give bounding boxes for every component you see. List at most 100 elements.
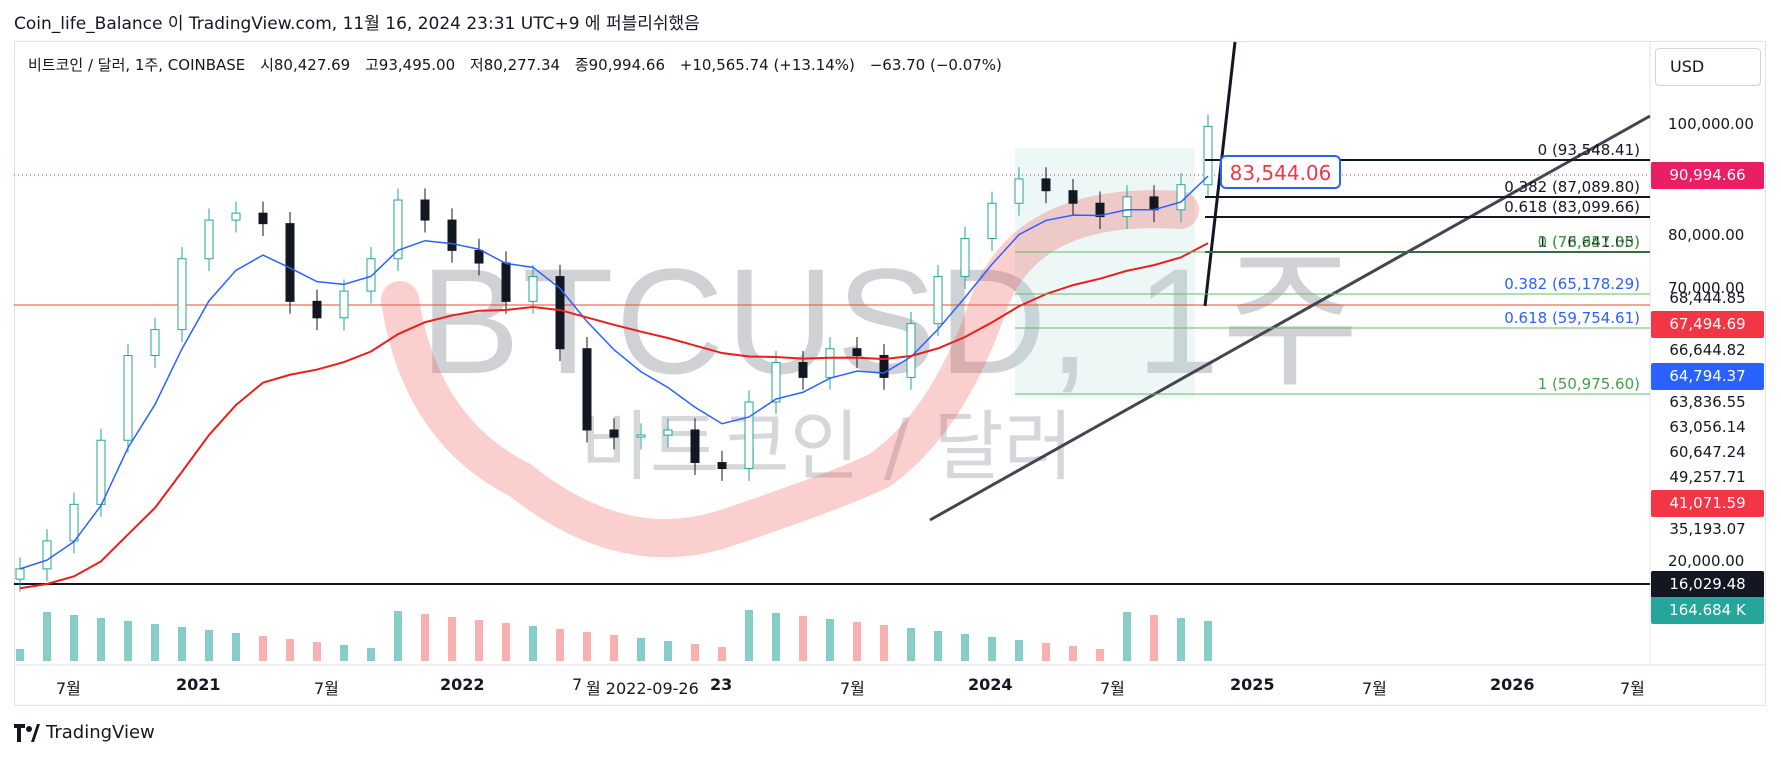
fib-level-label: 0.382 (65,178.29) <box>1504 275 1640 293</box>
volume-bar <box>394 611 402 661</box>
fib-level-label: 0.382 (87,089.80) <box>1504 178 1640 196</box>
candle-body <box>285 223 295 302</box>
candle-body <box>1068 190 1078 204</box>
candle-body <box>717 462 727 470</box>
volume-bar <box>1204 621 1212 661</box>
volume-bar <box>502 623 510 661</box>
fib-level-label: 0 (73,957.30) <box>1537 233 1640 251</box>
price-axis-tag: 66,644.82 <box>1669 341 1746 359</box>
candle-body <box>1095 202 1105 218</box>
volume-bar <box>1177 618 1185 661</box>
volume-bar <box>43 612 51 661</box>
candle-body <box>42 540 52 570</box>
price-axis-tag: 60,647.24 <box>1669 443 1746 461</box>
legend-change: +10,565.74 (+13.14%) <box>679 56 855 74</box>
candle-body <box>1203 125 1213 186</box>
x-tick-label: 2022 <box>440 675 485 694</box>
candle-body <box>1176 184 1186 211</box>
volume-bar <box>1123 612 1131 661</box>
chart-frame[interactable] <box>14 41 1766 706</box>
x-tick-label: 7월 <box>1100 679 1125 698</box>
volume-bar <box>853 622 861 661</box>
moving-average-blue <box>19 175 1209 570</box>
price-axis-tag: 68,444.85 <box>1669 289 1746 307</box>
fib-level-label: 1 (50,975.60) <box>1537 375 1640 393</box>
candle-body <box>690 429 700 464</box>
x-tick-label: 2024 <box>968 675 1013 694</box>
candle-body <box>852 348 862 357</box>
y-tick-label: 20,000.00 <box>1668 552 1745 570</box>
price-callout[interactable]: 83,544.06 <box>1220 155 1341 189</box>
volume-bar <box>448 617 456 661</box>
candle-body <box>69 503 79 542</box>
x-tick-label: 7월 <box>1362 679 1387 698</box>
legend-high: 고93,495.00 <box>365 56 456 74</box>
volume-bar <box>637 638 645 661</box>
volume-bar <box>313 642 321 661</box>
candle-body <box>393 199 403 260</box>
volume-bar <box>367 648 375 661</box>
volume-bar <box>1150 615 1158 661</box>
candle-body <box>177 258 187 331</box>
candle-body <box>879 355 889 378</box>
candle-body <box>528 276 538 302</box>
x-tick-label: 2021 <box>176 675 221 694</box>
price-axis-tag: 35,193.07 <box>1669 520 1746 538</box>
fib-level-label: 0.618 (59,754.61) <box>1504 309 1640 327</box>
ohlc-legend: 비트코인 / 달러, 1주, COINBASE 시80,427.69 고93,4… <box>28 54 1004 75</box>
volume-bar <box>934 631 942 661</box>
candle-body <box>825 348 835 378</box>
volume-bar <box>745 610 753 661</box>
candle-body <box>906 323 916 378</box>
x-tick-label: 7월 <box>1620 679 1645 698</box>
volume-bar <box>151 624 159 661</box>
price-axis-tag: 41,071.59 <box>1651 490 1764 517</box>
x-tick-label: 7월 <box>56 679 81 698</box>
x-tick-label: 2025 <box>1230 675 1275 694</box>
volume-bar <box>1015 640 1023 661</box>
candle-body <box>987 202 997 239</box>
volume-bar <box>475 620 483 661</box>
volume-bar <box>664 641 672 661</box>
volume-bar <box>97 618 105 661</box>
candle-body <box>231 212 241 221</box>
volume-bar <box>826 619 834 661</box>
volume-bar <box>421 614 429 661</box>
legend-open: 시80,427.69 <box>260 56 351 74</box>
candle-body <box>150 329 160 357</box>
candle-body <box>771 362 781 403</box>
hand-drawn-curve <box>381 190 1199 558</box>
y-tick-label: 80,000.00 <box>1668 226 1745 244</box>
candle-body <box>798 362 808 378</box>
trendline-long <box>929 114 1651 522</box>
candle-body <box>609 429 619 438</box>
price-axis-tag: 16,029.48 <box>1651 571 1764 598</box>
candle-body <box>312 300 322 319</box>
volume-bar <box>205 630 213 661</box>
x-tick-label: 7 <box>572 675 583 694</box>
volume-bar <box>1096 649 1104 661</box>
candle-body <box>933 276 943 325</box>
tradingview-icon <box>14 723 40 742</box>
candle-body <box>1149 196 1159 211</box>
tradingview-logo[interactable]: TradingView <box>14 722 155 743</box>
publish-header: Coin_life_Balance 이 TradingView.com, 11월… <box>14 14 700 34</box>
candle-body <box>555 276 565 350</box>
candle-body <box>123 355 133 441</box>
volume-bar <box>1069 646 1077 661</box>
candle-body <box>258 212 268 225</box>
volume-bar <box>529 626 537 661</box>
price-axis-tag: 64,794.37 <box>1651 363 1764 390</box>
x-tick-label: 월 2022-09-26 <box>586 679 699 698</box>
y-tick-label: 100,000.00 <box>1668 115 1754 133</box>
legend-symbol[interactable]: 비트코인 / 달러, 1주, COINBASE <box>28 56 246 74</box>
volume-bar <box>259 636 267 661</box>
volume-bar <box>340 645 348 661</box>
volume-bar <box>286 639 294 661</box>
volume-bar <box>1042 643 1050 661</box>
volume-bar <box>556 629 564 661</box>
legend-close: 종90,994.66 <box>574 56 665 74</box>
volume-bar <box>988 637 996 661</box>
currency-button[interactable]: USD <box>1655 48 1761 86</box>
